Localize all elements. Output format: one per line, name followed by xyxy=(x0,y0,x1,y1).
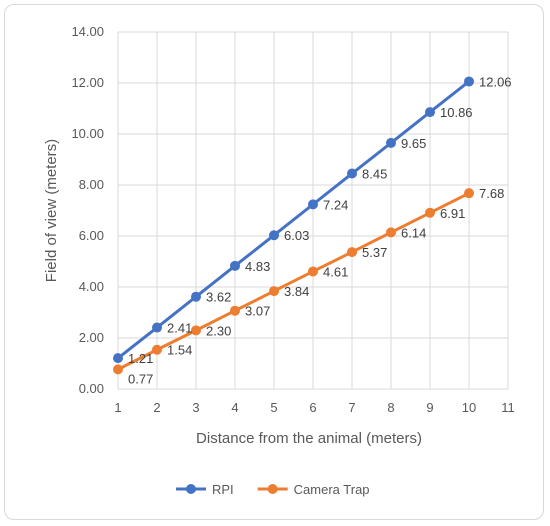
data-point xyxy=(191,325,201,336)
y-axis-title: Field of view (meters) xyxy=(43,139,60,282)
legend-item: Camera Trap xyxy=(257,482,370,497)
data-point xyxy=(308,266,318,277)
x-tick-label: 8 xyxy=(387,400,394,415)
series-line xyxy=(117,191,470,371)
data-label: 6.91 xyxy=(440,206,465,221)
y-tick-label: 14.00 xyxy=(71,24,104,39)
data-point xyxy=(152,344,162,355)
legend-item: RPI xyxy=(176,482,234,497)
data-label: 3.62 xyxy=(206,290,231,305)
x-tick-label: 4 xyxy=(231,400,238,415)
x-tick-label: 2 xyxy=(153,400,160,415)
data-point xyxy=(230,305,240,316)
data-label: 0.77 xyxy=(128,371,153,386)
series-group xyxy=(113,76,474,375)
data-labels: 1.21 2.41 3.62 4.83 6.03 7.24 8.45 9.65 10.86 12.… xyxy=(128,74,512,386)
x-tick-label: 11 xyxy=(501,400,515,415)
data-point xyxy=(152,322,162,333)
data-label: 1.21 xyxy=(128,351,153,366)
data-point xyxy=(386,227,396,238)
data-label: 2.30 xyxy=(206,323,231,338)
data-point xyxy=(386,137,396,148)
legend: RPI Camera Trap xyxy=(176,482,370,497)
data-label: 5.37 xyxy=(362,245,387,260)
data-label: 1.54 xyxy=(167,343,192,358)
data-point xyxy=(347,247,357,258)
data-point xyxy=(113,364,123,375)
data-label: 12.06 xyxy=(479,74,512,89)
y-tick-label: 0.00 xyxy=(79,381,104,396)
data-point xyxy=(425,107,435,118)
data-label: 10.86 xyxy=(440,105,473,120)
data-label: 3.07 xyxy=(245,304,270,319)
x-tick-label: 10 xyxy=(462,400,476,415)
x-axis-ticks: 1 2 3 4 5 6 7 8 9 10 11 xyxy=(114,400,514,415)
data-label: 6.03 xyxy=(284,228,309,243)
data-point xyxy=(113,353,123,364)
x-tick-label: 1 xyxy=(114,400,121,415)
y-tick-label: 2.00 xyxy=(79,330,104,345)
data-point xyxy=(464,76,474,87)
data-label: 7.24 xyxy=(323,197,348,212)
series-line xyxy=(117,80,470,360)
x-axis-title: Distance from the animal (meters) xyxy=(196,430,422,447)
legend-marker xyxy=(267,484,278,494)
x-tick-label: 3 xyxy=(192,400,199,415)
data-label: 3.84 xyxy=(284,284,309,299)
data-label: 4.61 xyxy=(323,264,348,279)
legend-marker xyxy=(186,484,196,494)
y-tick-label: 6.00 xyxy=(79,228,104,243)
x-tick-label: 7 xyxy=(348,400,355,415)
y-tick-label: 4.00 xyxy=(79,279,104,294)
data-point xyxy=(269,230,279,241)
y-tick-label: 10.00 xyxy=(71,126,104,141)
data-point xyxy=(308,199,318,210)
data-label: 7.68 xyxy=(479,186,504,201)
data-label: 8.45 xyxy=(362,167,387,182)
data-point xyxy=(464,188,474,199)
legend-label: RPI xyxy=(212,482,234,497)
data-point xyxy=(269,286,279,297)
data-label: 2.41 xyxy=(167,321,192,336)
data-point xyxy=(230,260,240,271)
data-point xyxy=(191,291,201,302)
gridlines xyxy=(117,31,509,390)
y-tick-label: 8.00 xyxy=(79,177,104,192)
data-label: 9.65 xyxy=(401,136,426,151)
x-tick-label: 9 xyxy=(426,400,433,415)
y-axis-ticks: 0.00 2.00 4.00 6.00 8.00 10.00 12.00 14.00 xyxy=(71,24,104,396)
x-tick-label: 5 xyxy=(270,400,277,415)
data-point xyxy=(347,168,357,179)
data-label: 4.83 xyxy=(245,259,270,274)
data-label: 6.14 xyxy=(401,225,426,240)
x-tick-label: 6 xyxy=(309,400,316,415)
data-point xyxy=(425,207,435,218)
legend-label: Camera Trap xyxy=(294,482,370,497)
y-tick-label: 12.00 xyxy=(71,75,104,90)
